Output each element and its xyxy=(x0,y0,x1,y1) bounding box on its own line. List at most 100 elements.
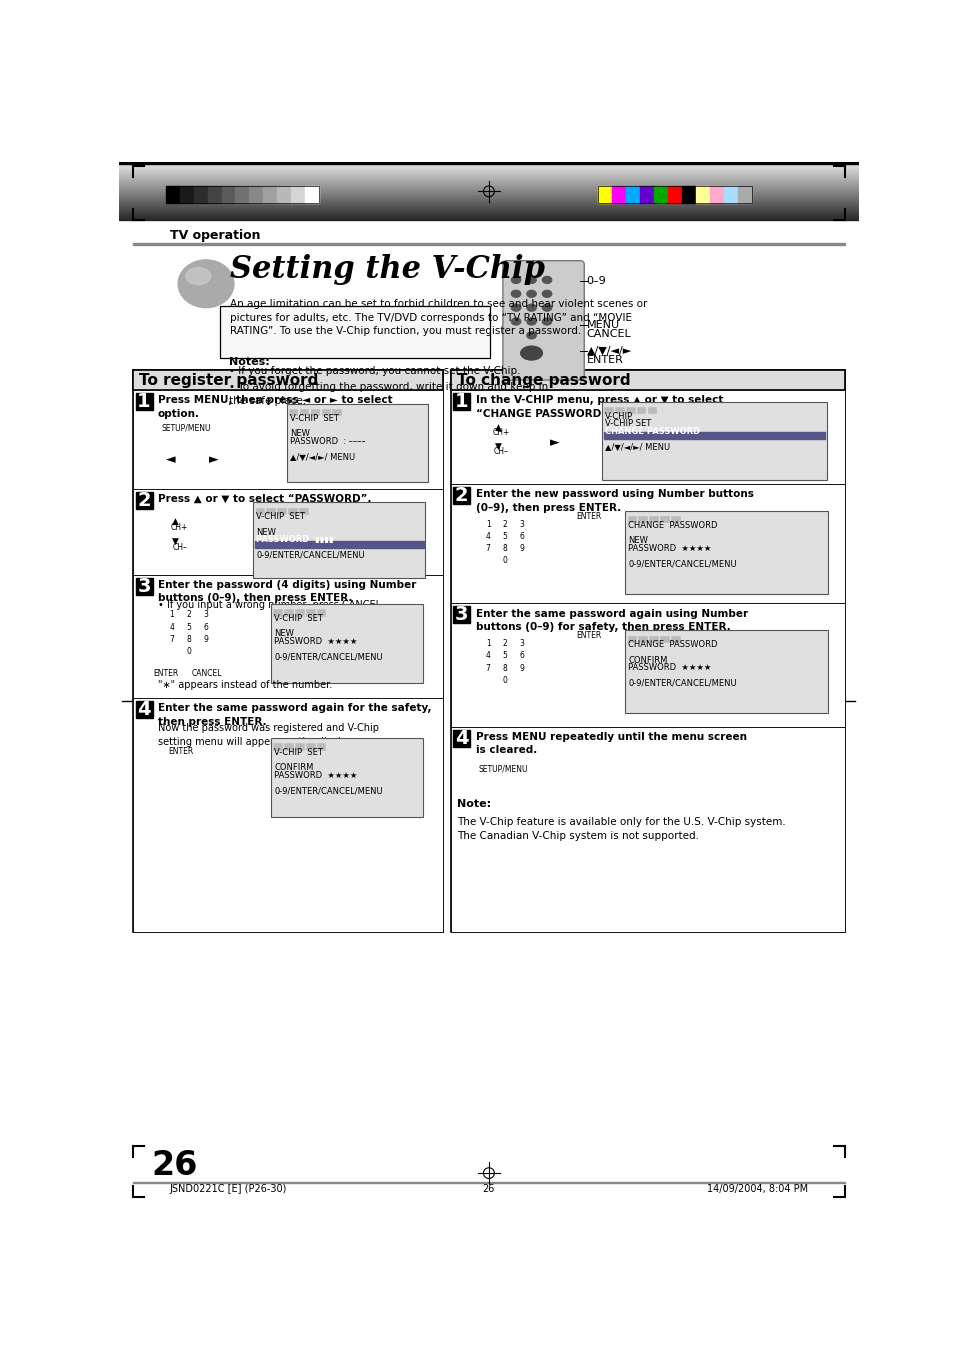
Text: V-CHIP  SET: V-CHIP SET xyxy=(256,512,305,521)
Text: 0-9/ENTER/CANCEL/MENU: 0-9/ENTER/CANCEL/MENU xyxy=(628,559,737,569)
Text: 0: 0 xyxy=(502,676,507,685)
Ellipse shape xyxy=(482,663,494,673)
Text: Enter the same password again for the safety,
then press ENTER.: Enter the same password again for the sa… xyxy=(158,704,431,727)
Bar xyxy=(649,516,658,523)
Bar xyxy=(289,409,297,416)
Bar xyxy=(451,727,843,932)
Ellipse shape xyxy=(542,277,551,284)
Bar xyxy=(624,631,827,713)
Ellipse shape xyxy=(516,663,528,673)
Ellipse shape xyxy=(539,436,562,449)
Text: PASSWORD  ★★★★: PASSWORD ★★★★ xyxy=(628,663,711,673)
Bar xyxy=(601,401,826,480)
Bar xyxy=(135,492,152,508)
Bar xyxy=(249,186,263,203)
Bar xyxy=(135,393,152,411)
Text: 6: 6 xyxy=(519,532,524,540)
Bar xyxy=(627,636,636,642)
Bar xyxy=(291,186,305,203)
Ellipse shape xyxy=(526,290,536,297)
Text: • To avoid forgetting the password, write it down and keep in
the safe place.: • To avoid forgetting the password, writ… xyxy=(229,382,548,405)
FancyBboxPatch shape xyxy=(502,261,583,380)
Text: 5: 5 xyxy=(187,623,192,632)
Bar xyxy=(332,409,340,416)
Text: Notes:: Notes: xyxy=(229,357,270,366)
Text: • If you forget the password, you cannot set the V-Chip.: • If you forget the password, you cannot… xyxy=(229,366,520,376)
Bar xyxy=(133,574,443,698)
Bar xyxy=(306,609,314,616)
Ellipse shape xyxy=(498,532,511,540)
Ellipse shape xyxy=(498,663,511,673)
Text: 1: 1 xyxy=(485,639,490,648)
Text: 7: 7 xyxy=(485,544,490,553)
Ellipse shape xyxy=(183,647,194,657)
Text: 4: 4 xyxy=(455,728,468,747)
Text: TV operation: TV operation xyxy=(170,230,260,242)
Text: 2: 2 xyxy=(137,490,151,509)
Text: CHANGE  PASSWORD: CHANGE PASSWORD xyxy=(628,640,718,650)
Bar xyxy=(598,186,751,203)
Bar xyxy=(637,407,645,413)
Text: An age limitation can be set to forbid children to see and hear violent scenes o: An age limitation can be set to forbid c… xyxy=(230,299,647,336)
Ellipse shape xyxy=(511,290,520,297)
Bar xyxy=(166,186,179,203)
Bar xyxy=(737,186,751,203)
Text: ▲: ▲ xyxy=(172,517,179,526)
Text: 6: 6 xyxy=(203,623,209,632)
Bar xyxy=(667,186,681,203)
Text: V-CHIP  SET: V-CHIP SET xyxy=(290,413,338,423)
Text: SETUP/MENU: SETUP/MENU xyxy=(478,765,528,773)
Bar xyxy=(133,698,443,932)
Text: 0: 0 xyxy=(187,647,192,657)
Text: PASSWORD  ▮▮▮▮: PASSWORD ▮▮▮▮ xyxy=(256,535,334,544)
Bar xyxy=(453,607,470,623)
Ellipse shape xyxy=(183,611,194,619)
Ellipse shape xyxy=(498,639,511,647)
Ellipse shape xyxy=(166,623,177,631)
Ellipse shape xyxy=(511,317,520,326)
Bar xyxy=(284,609,293,616)
Ellipse shape xyxy=(167,754,195,766)
Bar xyxy=(681,186,695,203)
Text: The V-Chip feature is available only for the U.S. V-Chip system.
The Canadian V-: The V-Chip feature is available only for… xyxy=(456,817,785,840)
Text: V-CHIP SET: V-CHIP SET xyxy=(604,419,651,428)
Ellipse shape xyxy=(498,676,511,685)
Text: "∗" appears instead of the number.: "∗" appears instead of the number. xyxy=(158,681,332,690)
Text: 3: 3 xyxy=(203,611,209,619)
Bar xyxy=(654,186,667,203)
Ellipse shape xyxy=(498,651,511,659)
Ellipse shape xyxy=(199,454,221,465)
Bar xyxy=(274,609,282,616)
Text: NEW: NEW xyxy=(290,430,310,438)
Bar xyxy=(709,186,723,203)
Ellipse shape xyxy=(166,635,177,644)
Bar xyxy=(451,604,843,727)
Ellipse shape xyxy=(516,651,528,659)
Bar xyxy=(647,407,656,413)
Text: 2: 2 xyxy=(187,611,192,619)
Bar xyxy=(321,409,330,416)
Bar xyxy=(451,390,843,484)
Bar xyxy=(615,407,623,413)
Bar xyxy=(166,186,319,203)
Text: Enter the same password again using Number
buttons (0–9) for safety, then press : Enter the same password again using Numb… xyxy=(476,609,747,632)
Text: 7: 7 xyxy=(485,663,490,673)
Bar xyxy=(133,370,443,390)
Bar xyxy=(453,488,470,504)
Bar xyxy=(639,186,654,203)
Bar xyxy=(695,186,709,203)
Text: NEW: NEW xyxy=(628,536,648,546)
Bar xyxy=(298,508,307,513)
Ellipse shape xyxy=(498,544,511,553)
Bar xyxy=(294,609,303,616)
Ellipse shape xyxy=(485,770,521,782)
Bar xyxy=(627,516,636,523)
Text: PASSWORD  ★★★★: PASSWORD ★★★★ xyxy=(628,544,711,553)
Text: Press ▲ or ▼ to select “PASSWORD”.: Press ▲ or ▼ to select “PASSWORD”. xyxy=(158,494,371,504)
Text: Enter the password (4 digits) using Number
buttons (0–9), then press ENTER.: Enter the password (4 digits) using Numb… xyxy=(158,580,416,604)
Text: To register password: To register password xyxy=(139,373,318,388)
Text: 8: 8 xyxy=(187,635,192,644)
Bar xyxy=(311,409,319,416)
Bar xyxy=(288,508,296,513)
Ellipse shape xyxy=(511,277,520,284)
